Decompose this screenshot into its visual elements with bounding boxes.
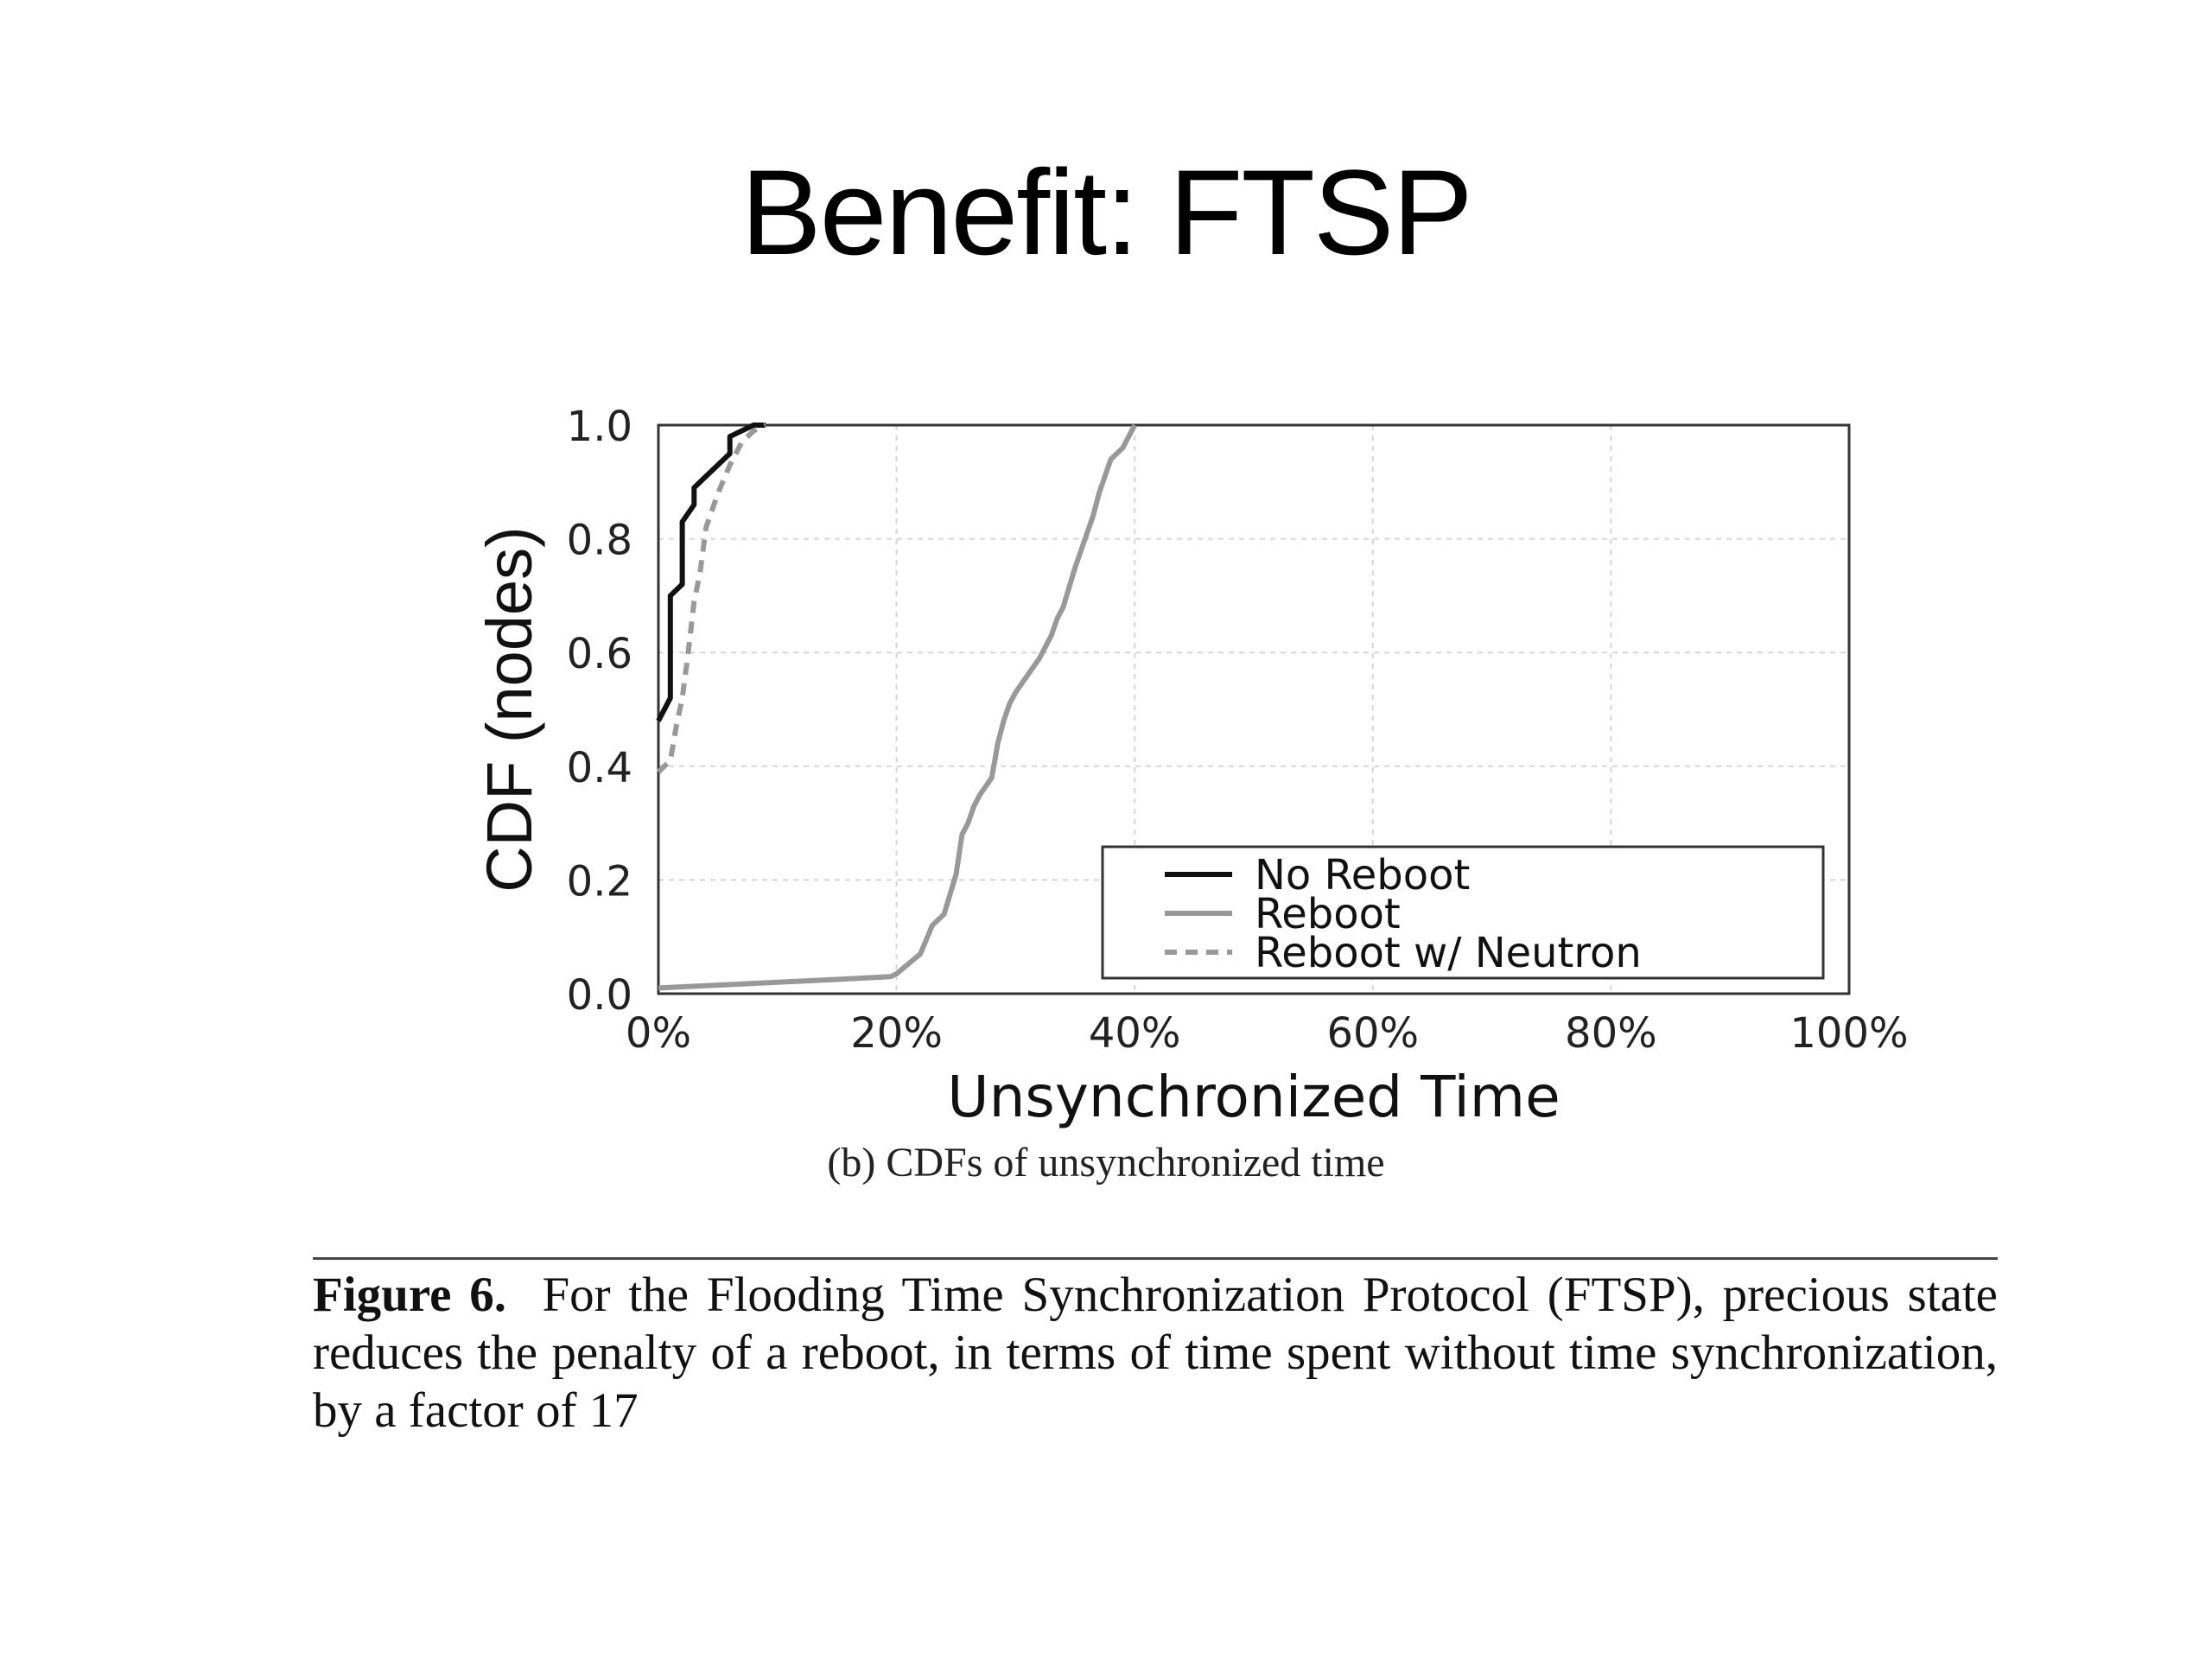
y-tick-labels: 0.0 0.2 0.4 0.6 0.8 1.0 — [567, 403, 632, 1020]
x-tick-labels: 0% 20% 40% 60% 80% 100% — [626, 1009, 1909, 1058]
legend-label: No Reboot — [1255, 851, 1470, 899]
x-tick-label: 100% — [1789, 1009, 1908, 1058]
y-tick-label: 0.2 — [567, 857, 632, 906]
caption-text: For the Flooding Time Synchronization Pr… — [313, 1268, 1998, 1438]
y-tick-label: 0.0 — [567, 971, 632, 1020]
plot-frame — [657, 423, 1851, 995]
series-line-reboot — [658, 423, 1137, 991]
caption-divider — [313, 1257, 1998, 1260]
x-tick-label: 60% — [1326, 1009, 1419, 1058]
figure-subcaption: (b) CDFs of unsynchronized time — [827, 1140, 1385, 1185]
slide-title: Benefit: FTSP — [741, 144, 1472, 280]
y-tick-label: 0.8 — [567, 517, 632, 565]
y-tick-label: 0.6 — [567, 630, 632, 678]
y-tick-label: 0.4 — [567, 744, 632, 792]
caption-label: Figure 6. — [313, 1268, 506, 1322]
x-tick-label: 40% — [1089, 1009, 1181, 1058]
x-tick-label: 20% — [850, 1009, 943, 1058]
series-line-no-reboot — [656, 423, 766, 722]
y-axis-label: CDF (nodes) — [474, 526, 545, 893]
legend-label: Reboot — [1255, 890, 1401, 938]
x-tick-label: 0% — [626, 1009, 691, 1058]
series-line-reboot-w-neutron — [656, 423, 767, 774]
series-lines — [656, 423, 1137, 991]
y-tick-label: 1.0 — [567, 403, 632, 451]
legend-label: Reboot w/ Neutron — [1255, 929, 1642, 977]
figure-caption: Figure 6. For the Flooding Time Synchron… — [313, 1266, 1998, 1440]
x-axis-label: Unsynchronized Time — [947, 1064, 1560, 1130]
x-tick-label: 80% — [1565, 1009, 1657, 1058]
